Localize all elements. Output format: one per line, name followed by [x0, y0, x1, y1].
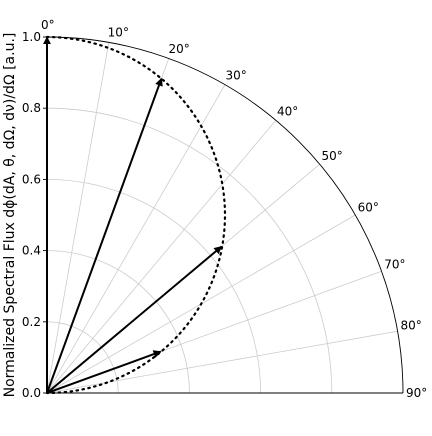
cosine-curve [45, 35, 227, 395]
flux-arrow [46, 350, 162, 394]
radial-tick-label: 0.6 [22, 172, 41, 186]
radial-grid-arc [46, 250, 190, 394]
angular-grid-line [46, 330, 398, 394]
radial-grid-arc [46, 179, 261, 394]
angle-tick-label: 40° [277, 104, 298, 118]
radial-grid-arc [46, 107, 333, 394]
angle-tick-label: 10° [108, 25, 129, 39]
angle-tick-label: 0° [41, 18, 55, 32]
angular-grid-line [46, 42, 110, 394]
radial-tick-label: 0.8 [22, 101, 41, 115]
angle-tick-label: 70° [384, 258, 405, 272]
angle-tick-label: 80° [401, 318, 422, 332]
flux-arrow [46, 245, 223, 394]
angular-grid-line [46, 84, 226, 394]
angular-grid-line [46, 120, 277, 394]
angle-tick-label: 20° [168, 42, 189, 56]
angle-tick-label: 60° [358, 201, 379, 215]
radial-tick-label: 0.4 [22, 244, 41, 258]
radial-tick-label: 0.0 [22, 386, 41, 400]
grid-layer [46, 42, 398, 394]
label-layer: 0.0 0.2 0.4 0.6 0.8 1.00° 10° 20° 30° 40° 50° 60° 70… [22, 18, 427, 400]
radial-tick-label: 0.2 [22, 315, 41, 329]
data-layer [43, 35, 227, 395]
angle-tick-label: 90° [406, 386, 427, 400]
angle-tick-label: 30° [226, 68, 247, 82]
flux-arrow [46, 77, 163, 394]
angle-tick-label: 50° [322, 149, 343, 163]
outer-arc [46, 36, 404, 394]
y-axis-label: Normalized Spectral Flux dϕ(dA, θ, dΩ, d… [2, 33, 18, 398]
radial-tick-label: 1.0 [22, 30, 41, 44]
